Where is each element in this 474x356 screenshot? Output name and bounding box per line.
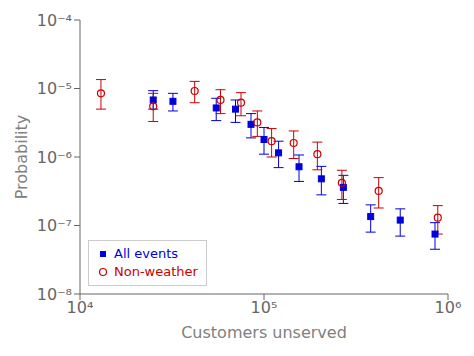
svg-text:Customers unserved: Customers unserved — [181, 323, 347, 342]
svg-text:Probability: Probability — [12, 115, 31, 200]
svg-text:10⁻⁷: 10⁻⁷ — [37, 216, 72, 235]
svg-text:10⁻⁸: 10⁻⁸ — [37, 285, 72, 304]
svg-text:10⁴: 10⁴ — [66, 298, 94, 318]
svg-text:10⁻⁴: 10⁻⁴ — [37, 11, 72, 30]
svg-text:10⁶: 10⁶ — [435, 298, 462, 317]
html-text:All events: All events — [114, 246, 179, 261]
html-text:Non-weather: Non-weather — [114, 264, 198, 279]
svg-text:10⁻⁵: 10⁻⁵ — [37, 79, 72, 98]
svg-text:10⁻⁶: 10⁻⁶ — [37, 148, 72, 167]
svg-text:10⁵: 10⁵ — [251, 298, 278, 317]
